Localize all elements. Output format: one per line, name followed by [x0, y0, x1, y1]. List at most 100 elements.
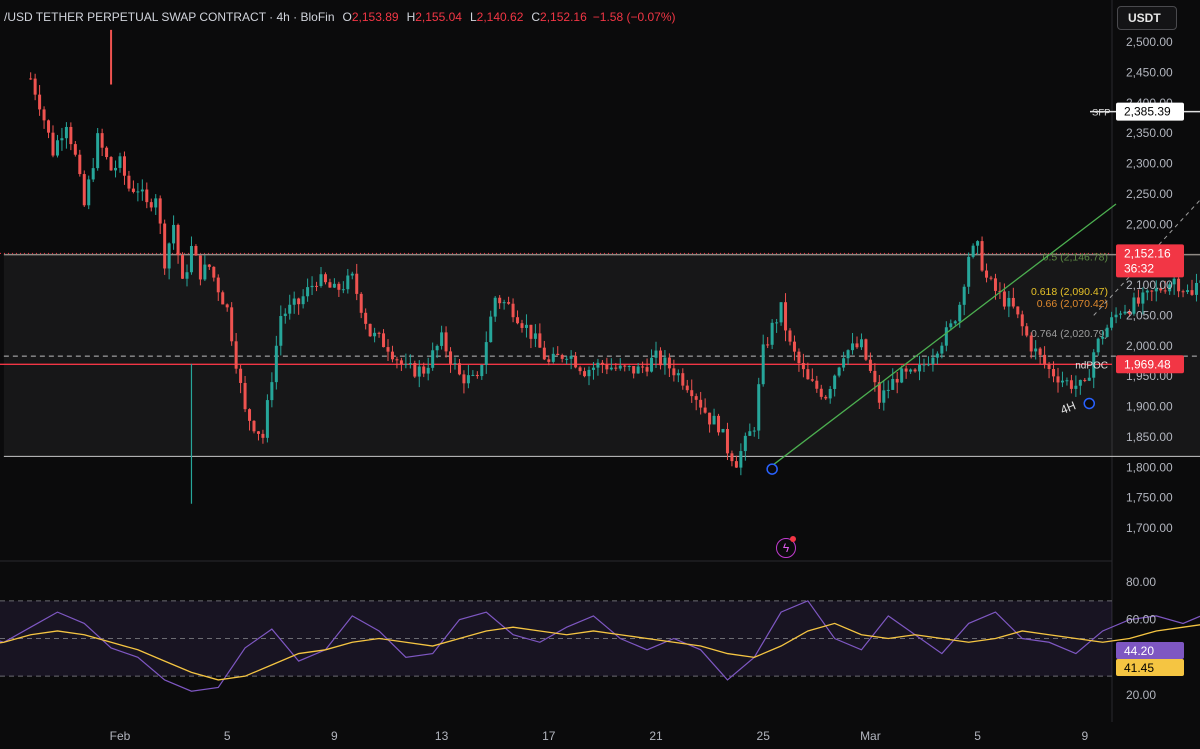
candle-body: [632, 365, 636, 374]
time-tick: 21: [649, 729, 663, 743]
candle-body: [181, 255, 185, 279]
swing-low-marker: [766, 463, 778, 475]
candle-body: [274, 345, 278, 383]
candle-body: [127, 175, 131, 189]
candle-body: [78, 154, 82, 175]
candle-body: [618, 365, 622, 369]
range-box-fill: [3, 254, 1200, 457]
ndpoc-price-tag-bg: [1116, 355, 1184, 374]
candle-body: [489, 316, 493, 343]
candle-body: [574, 355, 578, 368]
time-tick: 25: [757, 729, 771, 743]
candle-body: [1034, 348, 1038, 352]
candle-body: [663, 357, 667, 366]
candle-body: [560, 355, 564, 359]
candle-body: [958, 304, 962, 322]
candle-body: [145, 189, 149, 203]
candle-body: [440, 332, 444, 346]
price-tick: 2,350.00: [1126, 126, 1173, 140]
candle-body: [672, 368, 676, 376]
candle-body: [390, 351, 394, 360]
candle-body: [122, 156, 126, 176]
candle-body: [636, 366, 640, 374]
candle-body: [873, 370, 877, 383]
candle-body: [685, 385, 689, 391]
price-tick: 2,500.00: [1126, 35, 1173, 49]
flash-icon[interactable]: ϟ: [776, 538, 796, 558]
rsi-value-tag-bg: [1116, 642, 1184, 659]
candle-body: [114, 167, 118, 171]
candle-body: [203, 264, 207, 280]
candle-body: [533, 333, 537, 339]
high-label: H: [406, 10, 416, 24]
fib-label-0: 0.5 (2,146.78): [1043, 252, 1108, 264]
candle-body: [980, 241, 984, 271]
candle-body: [837, 367, 841, 376]
candle-body: [926, 364, 930, 366]
candle-body: [310, 285, 314, 288]
candle-body: [775, 322, 779, 324]
candle-body: [91, 168, 95, 180]
candle-body: [569, 355, 573, 359]
candle-body: [1163, 290, 1167, 292]
candle-body: [399, 360, 403, 365]
candle-body: [846, 350, 850, 359]
candle-body: [940, 345, 944, 354]
candle-body: [578, 367, 582, 372]
candle-body: [368, 323, 372, 337]
currency-button[interactable]: USDT: [1117, 6, 1177, 30]
candle-body: [904, 368, 908, 372]
candle-body: [511, 303, 515, 318]
candle-body: [462, 374, 466, 384]
candle-body: [766, 344, 770, 346]
candle-body: [985, 270, 989, 278]
time-tick: 13: [435, 729, 449, 743]
sfp-price-tag-bg: [1116, 102, 1184, 121]
candle-body: [283, 313, 287, 317]
candle-body: [239, 368, 243, 383]
candle-body: [556, 353, 560, 356]
candle-body: [1141, 292, 1145, 304]
candle-body: [645, 367, 649, 372]
candle-body: [279, 316, 283, 346]
candle-body: [855, 343, 859, 348]
candle-body: [216, 277, 220, 293]
candle-body: [1020, 314, 1024, 327]
time-tick: 5: [974, 729, 981, 743]
time-axis: Feb 5 9 13 17 21 25 Mar 5 9: [110, 729, 1089, 743]
range-box: [3, 253, 1200, 457]
candle-body: [909, 369, 913, 372]
sfp-label: SFP: [1092, 108, 1110, 119]
price-tick: 1,700.00: [1126, 521, 1173, 535]
candle-body: [614, 367, 618, 369]
candle-body: [1092, 352, 1096, 378]
candle-body: [551, 353, 555, 362]
candle-body: [1016, 306, 1020, 315]
candle-body: [29, 78, 33, 80]
candle-body: [998, 290, 1002, 292]
candle-body: [328, 282, 332, 288]
candle-body: [105, 147, 109, 158]
candle-body: [1190, 290, 1194, 295]
low-value: 2,140.62: [476, 10, 524, 24]
rsi-band: [0, 600, 1112, 677]
candle-body: [1078, 379, 1082, 386]
candle-body: [1083, 379, 1087, 381]
candle-body: [1119, 313, 1123, 315]
candle-body: [770, 322, 774, 345]
candle-body: [797, 351, 801, 364]
candle-body: [221, 292, 225, 305]
candle-body: [1065, 380, 1069, 382]
symbol-header: /USD TETHER PERPETUAL SWAP CONTRACT · 4h…: [4, 10, 676, 24]
candle-body: [658, 350, 662, 366]
price-tick: 2,300.00: [1126, 157, 1173, 171]
candle-body: [922, 364, 926, 366]
candle-body: [676, 373, 680, 376]
candle-body: [971, 245, 975, 257]
candle-body: [109, 157, 113, 171]
candle-body: [350, 273, 354, 276]
candle-body: [913, 369, 917, 372]
candle-body: [364, 312, 368, 324]
candle-body: [248, 409, 252, 421]
